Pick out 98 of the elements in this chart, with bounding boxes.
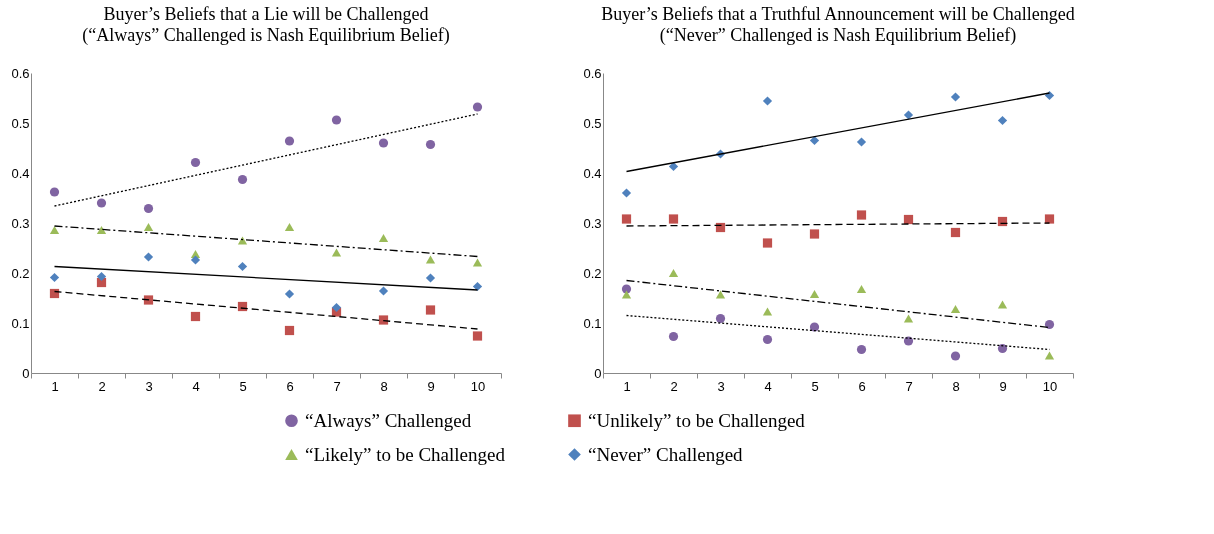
x-tick-label: 9 xyxy=(427,378,435,394)
legend-label: “Never” Challenged xyxy=(588,443,744,465)
point xyxy=(284,325,295,336)
point xyxy=(143,203,154,214)
y-tick-label: 0.5 xyxy=(11,115,30,131)
point xyxy=(950,92,961,102)
point xyxy=(284,223,295,231)
point xyxy=(472,102,483,112)
y-tick-label: 0 xyxy=(22,365,30,381)
y-tick-label: 0.6 xyxy=(11,65,30,81)
point xyxy=(950,351,961,361)
x-tick-label: 5 xyxy=(811,378,819,394)
point xyxy=(809,229,820,239)
point xyxy=(668,269,679,277)
point xyxy=(762,96,773,106)
x-tick-label: 2 xyxy=(670,378,678,394)
y-tick-label: 0.1 xyxy=(11,315,30,331)
point xyxy=(856,285,867,293)
point xyxy=(1044,214,1055,224)
point xyxy=(237,261,248,272)
point xyxy=(762,238,773,248)
x-tick-label: 1 xyxy=(623,378,631,394)
point xyxy=(903,110,914,120)
point xyxy=(425,305,436,315)
x-tick-label: 3 xyxy=(145,378,153,394)
x-tick-label: 2 xyxy=(98,378,106,394)
chart-title: Buyer’s Beliefs that a Lie will be Challenged xyxy=(103,4,429,24)
point xyxy=(190,157,201,168)
point xyxy=(856,137,867,147)
point xyxy=(809,290,820,298)
x-tick-label: 5 xyxy=(239,378,247,394)
y-tick-label: 0.3 xyxy=(11,215,30,231)
legend-label: “Always” Challenged xyxy=(305,409,472,431)
point xyxy=(190,311,201,322)
x-tick-label: 6 xyxy=(858,378,866,394)
point xyxy=(378,138,389,148)
x-tick-label: 3 xyxy=(717,378,725,394)
y-tick-label: 0.6 xyxy=(583,65,602,81)
point xyxy=(96,271,107,282)
point xyxy=(856,344,867,355)
y-tick-label: 0.1 xyxy=(583,315,602,331)
y-tick-label: 0 xyxy=(594,365,602,381)
point xyxy=(284,136,295,146)
point xyxy=(96,198,107,208)
x-tick-label: 8 xyxy=(380,378,388,394)
point xyxy=(997,343,1008,354)
point xyxy=(621,188,632,198)
point xyxy=(472,331,483,341)
point xyxy=(668,331,679,342)
point xyxy=(856,210,867,220)
y-tick-label: 0.5 xyxy=(583,115,602,131)
x-tick-label: 6 xyxy=(286,378,294,394)
point xyxy=(1044,319,1055,330)
point xyxy=(143,252,154,262)
point xyxy=(49,272,60,283)
x-tick-label: 1 xyxy=(51,378,59,394)
point xyxy=(378,286,389,296)
legend-label: “Unlikely” to be Challenged xyxy=(588,409,806,431)
point xyxy=(621,214,632,224)
x-tick-label: 7 xyxy=(333,378,341,394)
x-tick-label: 4 xyxy=(192,378,200,394)
y-tick-label: 0.2 xyxy=(11,265,30,281)
x-tick-label: 10 xyxy=(1042,378,1058,394)
y-tick-label: 0.2 xyxy=(583,265,602,281)
point xyxy=(715,313,726,324)
point xyxy=(237,174,248,185)
point xyxy=(284,289,295,299)
legend-label: “Likely” to be Challenged xyxy=(305,443,506,465)
point xyxy=(96,226,107,234)
chart-title: Buyer’s Beliefs that a Truthful Announcement will be Challenged xyxy=(601,4,1075,24)
x-tick-label: 4 xyxy=(764,378,772,394)
point xyxy=(950,305,961,313)
point xyxy=(49,226,60,234)
point xyxy=(472,281,483,292)
point xyxy=(425,139,436,150)
x-tick-label: 9 xyxy=(999,378,1007,394)
point xyxy=(190,255,201,265)
x-tick-label: 8 xyxy=(952,378,960,394)
point xyxy=(378,315,389,325)
point xyxy=(331,115,342,125)
point xyxy=(49,187,60,197)
y-tick-label: 0.3 xyxy=(583,215,602,231)
x-tick-label: 10 xyxy=(470,378,486,394)
point xyxy=(762,334,773,345)
y-tick-label: 0.4 xyxy=(11,165,30,181)
point xyxy=(331,302,342,313)
x-tick-label: 7 xyxy=(905,378,913,394)
point xyxy=(143,295,154,305)
point xyxy=(997,115,1008,126)
point xyxy=(143,223,154,231)
chart-subtitle: (“Never” Challenged is Nash Equilibrium Belief) xyxy=(659,25,1017,46)
y-tick-label: 0.4 xyxy=(583,165,602,181)
chart-subtitle: (“Always” Challenged is Nash Equilibrium Belief) xyxy=(82,25,450,46)
point xyxy=(668,214,679,224)
point xyxy=(950,227,961,238)
point xyxy=(425,273,436,283)
point xyxy=(809,322,820,332)
point xyxy=(378,234,389,242)
